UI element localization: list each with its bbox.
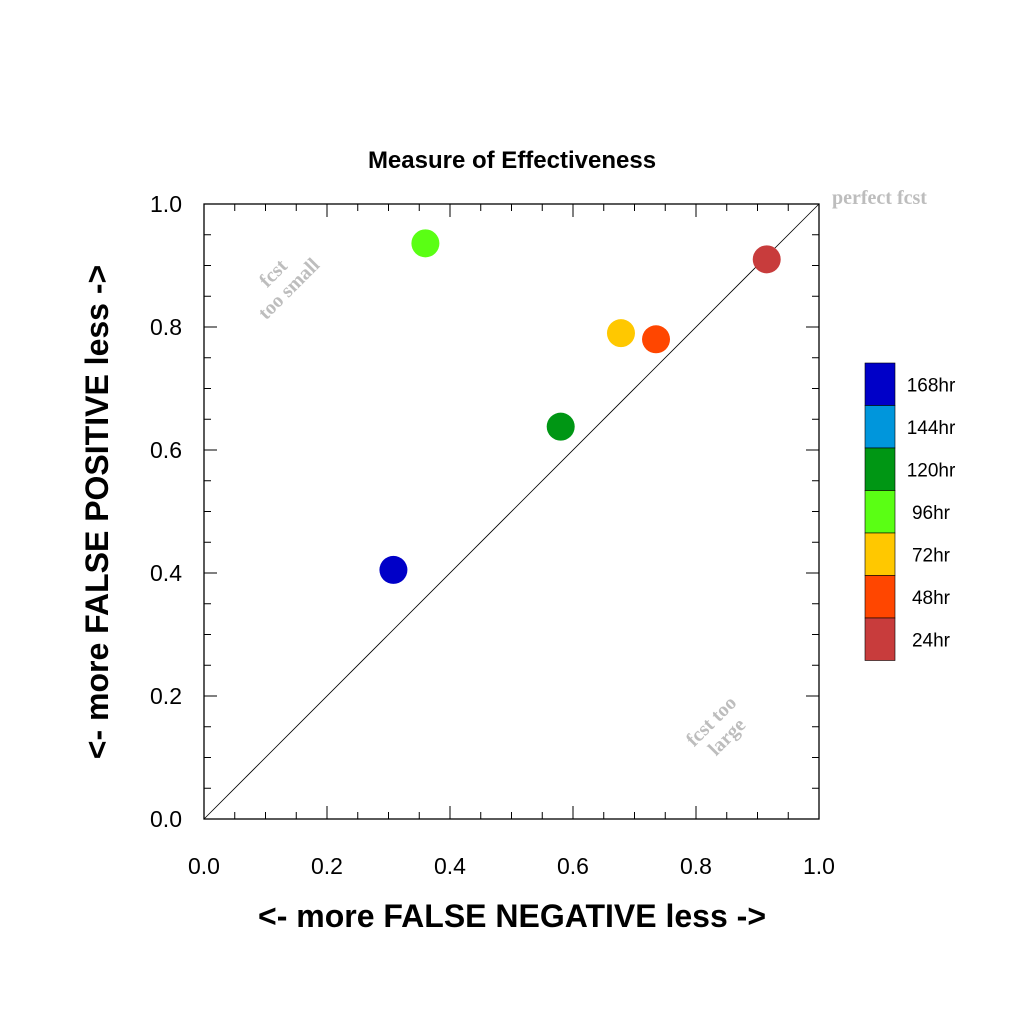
too-large-annotation: fcst too large	[682, 692, 750, 760]
point-24hr	[752, 245, 781, 274]
legend-swatch-48hr	[864, 575, 896, 619]
too-small-annotation: fcst too small	[254, 254, 324, 324]
too-small-line2: too small	[254, 254, 324, 324]
perfect-forecast-diagonal	[203, 203, 820, 820]
legend-swatch-24hr	[864, 617, 896, 661]
legend: 168hr 144hr 120hr 96hr 72hr 48hr 24hr	[864, 362, 956, 661]
point-168hr	[379, 555, 408, 584]
legend-swatch-96hr	[864, 490, 896, 534]
point-120hr	[546, 412, 575, 441]
perfect-forecast-annotation: perfect fcst	[832, 187, 927, 209]
y-tick-label: 0.0	[150, 806, 182, 832]
legend-swatch-72hr	[864, 532, 896, 576]
x-tick-label: 0.0	[188, 853, 220, 879]
legend-label-168hr: 168hr	[907, 375, 956, 396]
legend-swatch-168hr	[864, 362, 896, 406]
axis-ticks	[203, 203, 820, 820]
plot-area	[203, 203, 820, 820]
chart-title: Measure of Effectiveness	[368, 147, 656, 174]
y-tick-labels: 0.0 0.2 0.4 0.6 0.8 1.0	[150, 191, 182, 832]
x-tick-label: 0.6	[557, 853, 589, 879]
legend-label-144hr: 144hr	[907, 418, 956, 439]
legend-swatch-120hr	[864, 447, 896, 491]
point-96hr	[411, 229, 440, 258]
legend-swatch-144hr	[864, 405, 896, 449]
y-axis-label: <- more FALSE POSITIVE less ->	[79, 265, 115, 759]
x-tick-label: 1.0	[803, 853, 835, 879]
legend-label-24hr: 24hr	[912, 630, 951, 651]
y-tick-label: 1.0	[150, 191, 182, 217]
x-tick-labels: 0.0 0.2 0.4 0.6 0.8 1.0	[188, 853, 835, 879]
x-tick-label: 0.8	[680, 853, 712, 879]
x-axis-label: <- more FALSE NEGATIVE less ->	[258, 898, 766, 934]
y-tick-label: 0.6	[150, 437, 182, 463]
x-tick-label: 0.4	[434, 853, 466, 879]
data-points	[379, 229, 781, 584]
legend-label-48hr: 48hr	[912, 588, 951, 609]
y-tick-label: 0.2	[150, 683, 182, 709]
legend-label-96hr: 96hr	[912, 503, 951, 524]
legend-label-120hr: 120hr	[907, 460, 956, 481]
point-48hr	[642, 325, 671, 354]
point-72hr	[606, 319, 635, 348]
x-tick-label: 0.2	[311, 853, 343, 879]
y-tick-label: 0.8	[150, 314, 182, 340]
y-tick-label: 0.4	[150, 560, 182, 586]
legend-label-72hr: 72hr	[912, 545, 951, 566]
